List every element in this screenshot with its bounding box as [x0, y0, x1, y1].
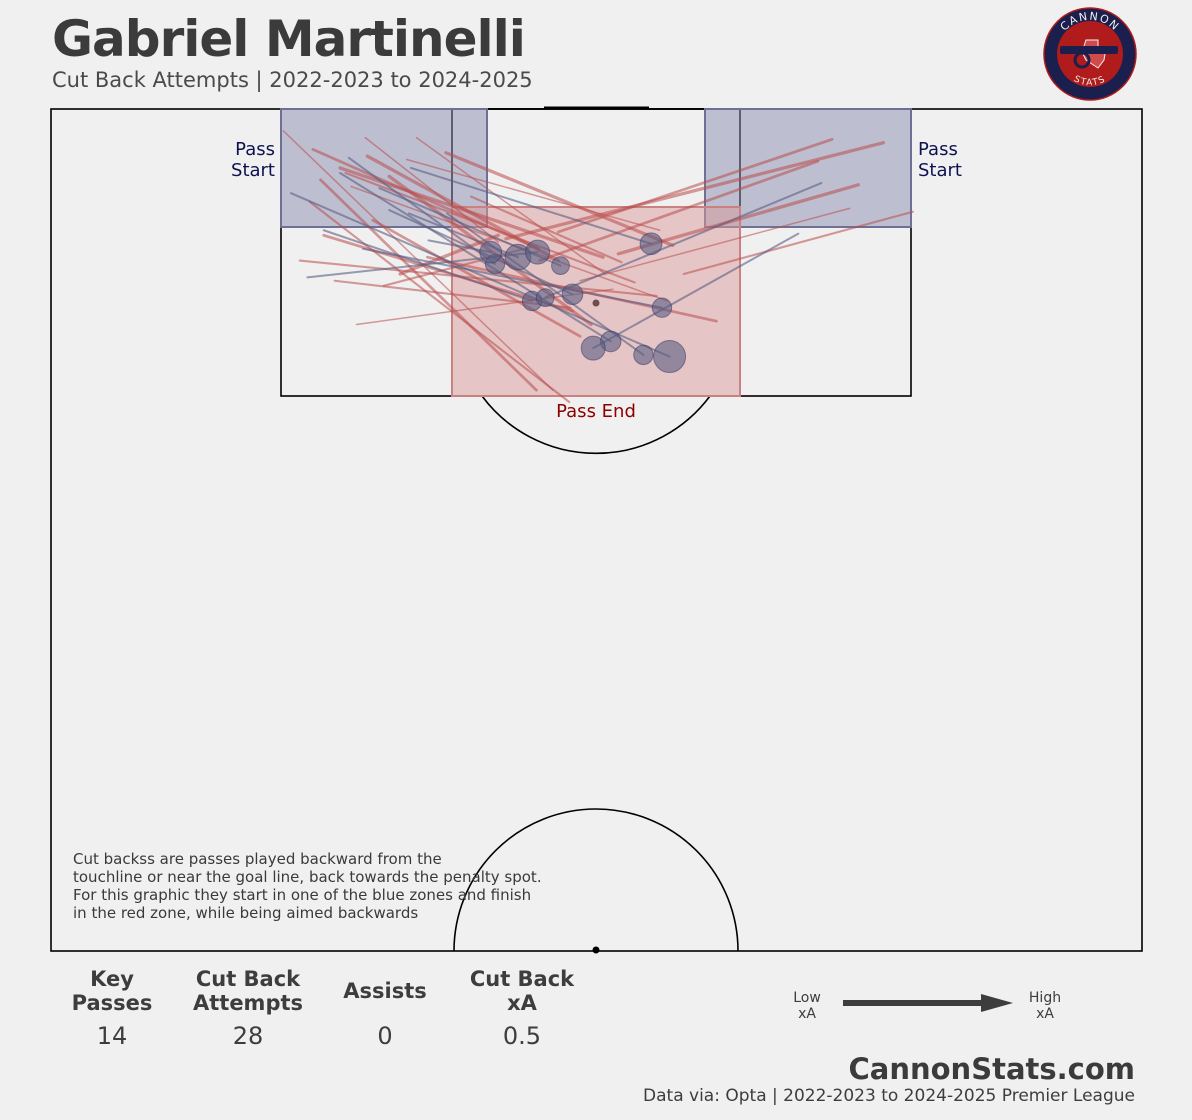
- key-pass-xa-dot: [479, 240, 503, 264]
- start-label-line-1: Pass: [235, 139, 275, 160]
- key-pass-line: [362, 247, 663, 309]
- cut-back-attempt-line: [365, 154, 560, 263]
- cut-back-attempt-line: [405, 158, 661, 231]
- cut-back-attempt-line: [579, 207, 851, 282]
- end-zone-label: Pass End: [556, 401, 636, 422]
- cut-back-attempt-line: [319, 178, 538, 392]
- stat-value: 28: [232, 1022, 264, 1050]
- cannon-icon: [1060, 46, 1118, 54]
- page-title: Gabriel Martinelli: [52, 10, 526, 68]
- cut-back-attempt-line: [682, 210, 914, 276]
- centre-circle: [453, 808, 739, 952]
- description-line: touchline or near the goal line, back to…: [73, 868, 542, 886]
- description-line: in the red zone, while being aimed backw…: [73, 904, 419, 922]
- key-pass-line: [322, 229, 534, 302]
- description-line: For this graphic they start in one of th…: [73, 886, 532, 904]
- page-subtitle: Cut Back Attempts | 2022-2023 to 2024-20…: [52, 68, 533, 92]
- cut-back-attempt-line: [371, 218, 582, 338]
- legend-high-label: High xA: [1028, 990, 1062, 1022]
- start-zone-right-label: Pass Start: [918, 139, 962, 181]
- cut-back-attempt-line: [556, 137, 834, 234]
- data-source: Data via: Opta | 2022-2023 to 2024-2025 …: [643, 1086, 1135, 1106]
- stat-value: 14: [96, 1022, 128, 1050]
- start-zone-left-label: Pass Start: [231, 139, 275, 181]
- stat-value: 0.5: [502, 1022, 542, 1050]
- cut-back-attempt-line: [308, 200, 571, 404]
- legend-arrow-icon: [843, 994, 1013, 1012]
- centre-spot: [592, 946, 600, 954]
- description-line: Cut backss are passes played backward fr…: [73, 850, 442, 868]
- cut-back-attempt-line: [415, 136, 606, 275]
- description: Cut backss are passes played backward fr…: [73, 850, 593, 922]
- stat-label: Cut Back Attempts: [192, 967, 304, 1015]
- legend-low-label: Low xA: [793, 990, 821, 1022]
- start-label-line-1: Pass: [918, 139, 958, 160]
- stat-assists: Assists 0: [310, 966, 460, 1050]
- key-pass-xa-dot: [633, 344, 654, 366]
- key-pass-xa-dot: [525, 239, 551, 265]
- stat-label: Key Passes: [71, 967, 153, 1015]
- start-label-line-2: Start: [231, 160, 275, 181]
- key-pass-xa-dot: [651, 297, 673, 318]
- key-pass-xa-dot: [561, 283, 584, 306]
- key-pass-line: [347, 156, 497, 265]
- start-label-line-2: Start: [918, 160, 962, 181]
- cut-back-attempt-line: [444, 151, 675, 248]
- cut-back-attempt-line: [538, 159, 820, 262]
- penalty-arc: [481, 395, 711, 455]
- stat-label: Assists: [343, 979, 427, 1003]
- stat-label: Cut Back xA: [469, 967, 575, 1015]
- key-pass-xa-dot: [653, 340, 687, 374]
- cannon-wheel-icon: [1073, 51, 1091, 69]
- key-pass-xa-dot: [580, 335, 606, 361]
- stat-value: 0: [377, 1022, 393, 1050]
- key-pass-line: [410, 166, 653, 245]
- key-pass-line: [592, 232, 800, 350]
- cut-back-attempt-line: [504, 141, 886, 241]
- key-pass-line: [339, 171, 612, 343]
- cannonstats-logo: CANNON STATS: [1043, 7, 1137, 101]
- end-zone: [451, 206, 741, 397]
- stat-cut-back-xa: Cut Back xA 0.5: [447, 966, 597, 1050]
- key-pass-xa-dot: [535, 288, 555, 308]
- key-pass-line: [544, 182, 823, 299]
- brand-name: CannonStats.com: [848, 1052, 1135, 1086]
- stat-key-passes: Key Passes 14: [37, 966, 187, 1050]
- six-yard-box: [451, 108, 741, 208]
- logo-bottom-text: STATS: [1072, 74, 1108, 88]
- key-pass-xa-dot: [639, 232, 663, 256]
- stat-cut-back-attempts: Cut Back Attempts 28: [173, 966, 323, 1050]
- key-pass-xa-dot: [551, 256, 570, 276]
